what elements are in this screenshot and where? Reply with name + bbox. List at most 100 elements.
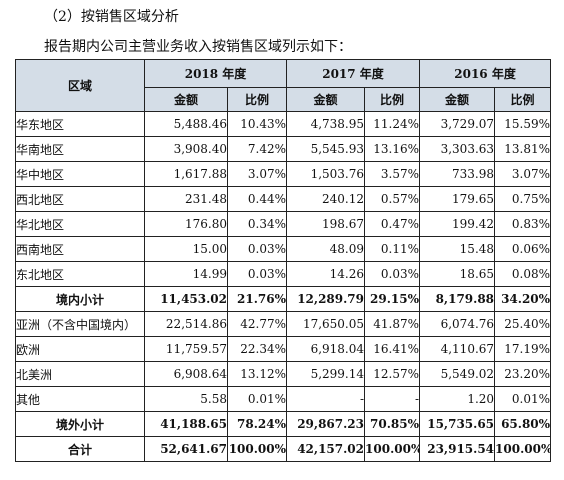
amount-cell: 198.67 (286, 211, 366, 237)
year-header-2016: 2016 年度 (419, 59, 552, 88)
amount-cell: 4,110.67 (419, 336, 496, 362)
ratio-cell: 10.43% (226, 111, 288, 137)
ratio-cell: 3.07% (494, 161, 552, 187)
subtotal-row: 合计 52,641.67 100.00% 42,157.02 100.00% 23,915… (15, 436, 552, 462)
amount-cell: 48.09 (286, 236, 366, 262)
amount-cell: 733.98 (419, 161, 496, 187)
ratio-cell: 0.01% (494, 386, 552, 412)
ratio-cell: 0.83% (494, 211, 552, 237)
table-row: 华中地区 1,617.88 3.07% 1,503.76 3.57% 733.98 3.07… (15, 161, 552, 187)
amount-cell: 3,729.07 (419, 111, 496, 137)
table-row: 华东地区 5,488.46 10.43% 4,738.95 11.24% 3,729.07… (15, 111, 552, 137)
amount-cell: 5.58 (144, 386, 228, 412)
amount-cell: 179.65 (419, 186, 496, 212)
amount-cell: 4,738.95 (286, 111, 366, 137)
ratio-cell: 23.20% (494, 361, 552, 387)
amount-cell: 6,908.64 (144, 361, 228, 387)
ratio-cell: 41.87% (364, 311, 421, 337)
ratio-cell: 78.24% (226, 411, 288, 437)
ratio-cell: 13.16% (364, 136, 421, 162)
amount-cell: 15.48 (419, 236, 496, 262)
table-body: 华东地区 5,488.46 10.43% 4,738.95 11.24% 3,729.07… (15, 111, 552, 462)
ratio-cell: 13.81% (494, 136, 552, 162)
sales-by-region-table: 区域 2018 年度 2017 年度 2016 年度 金额 比例 金额 比例 金… (15, 59, 552, 462)
amount-cell: 23,915.54 (419, 436, 496, 462)
ratio-cell: 21.76% (226, 286, 288, 312)
ratio-cell: 100.00% (364, 436, 421, 462)
amount-cell: 231.48 (144, 186, 228, 212)
amount-cell: 15.00 (144, 236, 228, 262)
amount-cell: 199.42 (419, 211, 496, 237)
amount-cell: 176.80 (144, 211, 228, 237)
amount-cell: 1,503.76 (286, 161, 366, 187)
subtotal-row: 境内小计 11,453.02 21.76% 12,289.79 29.15% 8,179.… (15, 286, 552, 312)
ratio-cell: 42.77% (226, 311, 288, 337)
ratio-cell: 0.01% (226, 386, 288, 412)
ratio-cell: 0.03% (226, 236, 288, 262)
ratio-cell: 65.80% (494, 411, 552, 437)
ratio-cell: 34.20% (494, 286, 552, 312)
amount-cell: 42,157.02 (286, 436, 366, 462)
ratio-cell: - (364, 386, 421, 412)
amount-cell: 15,735.65 (419, 411, 496, 437)
table-row: 亚洲（不含中国境内） 22,514.86 42.77% 17,650.05 41.87%… (15, 311, 552, 337)
table-row: 华南地区 3,908.40 7.42% 5,545.93 13.16% 3,303.63 1… (15, 136, 552, 162)
ratio-cell: 29.15% (364, 286, 421, 312)
amount-cell: 240.12 (286, 186, 366, 212)
amount-cell: 5,549.02 (419, 361, 496, 387)
ratio-cell: 0.75% (494, 186, 552, 212)
ratio-cell: 0.03% (226, 261, 288, 287)
ratio-cell: 25.40% (494, 311, 552, 337)
amount-cell: 6,918.04 (286, 336, 366, 362)
ratio-cell: 100.00% (494, 436, 552, 462)
region-cell: 欧洲 (15, 336, 145, 362)
ratio-cell: 0.08% (494, 261, 552, 287)
region-cell: 合计 (15, 436, 145, 462)
year-header-2018: 2018 年度 (143, 59, 288, 88)
table-row: 西北地区 231.48 0.44% 240.12 0.57% 179.65 0.75% (15, 186, 552, 212)
amount-cell: 11,453.02 (144, 286, 228, 312)
table-row: 其他 5.58 0.01% - -1.20 0.01% (15, 386, 552, 412)
ratio-header: 比例 (494, 87, 552, 112)
ratio-cell: 0.06% (494, 236, 552, 262)
region-cell: 华中地区 (15, 161, 145, 187)
ratio-cell: 12.57% (364, 361, 421, 387)
ratio-cell: 0.44% (226, 186, 288, 212)
amount-cell: 3,908.40 (144, 136, 228, 162)
section-heading: （2）按销售区域分析 (44, 9, 179, 25)
year-header-2017: 2017 年度 (286, 59, 421, 88)
amount-cell: 1.20 (419, 386, 496, 412)
amount-cell: 17,650.05 (286, 311, 366, 337)
amount-header: 金额 (144, 87, 228, 112)
intro-text: 报告期内公司主营业务收入按销售区域列示如下： (44, 39, 352, 55)
region-cell: 境外小计 (15, 411, 145, 437)
amount-cell: 5,545.93 (286, 136, 366, 162)
ratio-cell: 17.19% (494, 336, 552, 362)
amount-cell: 52,641.67 (144, 436, 228, 462)
amount-cell: 12,289.79 (286, 286, 366, 312)
amount-header: 金额 (286, 87, 366, 112)
region-cell: 境内小计 (15, 286, 145, 312)
ratio-cell: 0.03% (364, 261, 421, 287)
region-cell: 亚洲（不含中国境内） (15, 311, 145, 337)
table-row: 西南地区 15.00 0.03% 48.09 0.11% 15.48 0.06% (15, 236, 552, 262)
ratio-cell: 100.00% (226, 436, 288, 462)
amount-cell: 6,074.76 (419, 311, 496, 337)
ratio-cell: 11.24% (364, 111, 421, 137)
ratio-header: 比例 (364, 87, 421, 112)
amount-cell: - (286, 386, 366, 412)
region-cell: 东北地区 (15, 261, 145, 287)
amount-cell: 22,514.86 (144, 311, 228, 337)
amount-cell: 11,759.57 (144, 336, 228, 362)
subtotal-row: 境外小计 41,188.65 78.24% 29,867.23 70.85% 15,735… (15, 411, 552, 437)
table-row: 北美洲 6,908.64 13.12% 5,299.14 12.57% 5,549.02 2… (15, 361, 552, 387)
region-cell: 华北地区 (15, 211, 145, 237)
ratio-cell: 15.59% (494, 111, 552, 137)
region-cell: 华南地区 (15, 136, 145, 162)
region-cell: 西北地区 (15, 186, 145, 212)
ratio-cell: 3.07% (226, 161, 288, 187)
ratio-cell: 0.34% (226, 211, 288, 237)
ratio-cell: 0.57% (364, 186, 421, 212)
ratio-cell: 0.47% (364, 211, 421, 237)
ratio-cell: 7.42% (226, 136, 288, 162)
